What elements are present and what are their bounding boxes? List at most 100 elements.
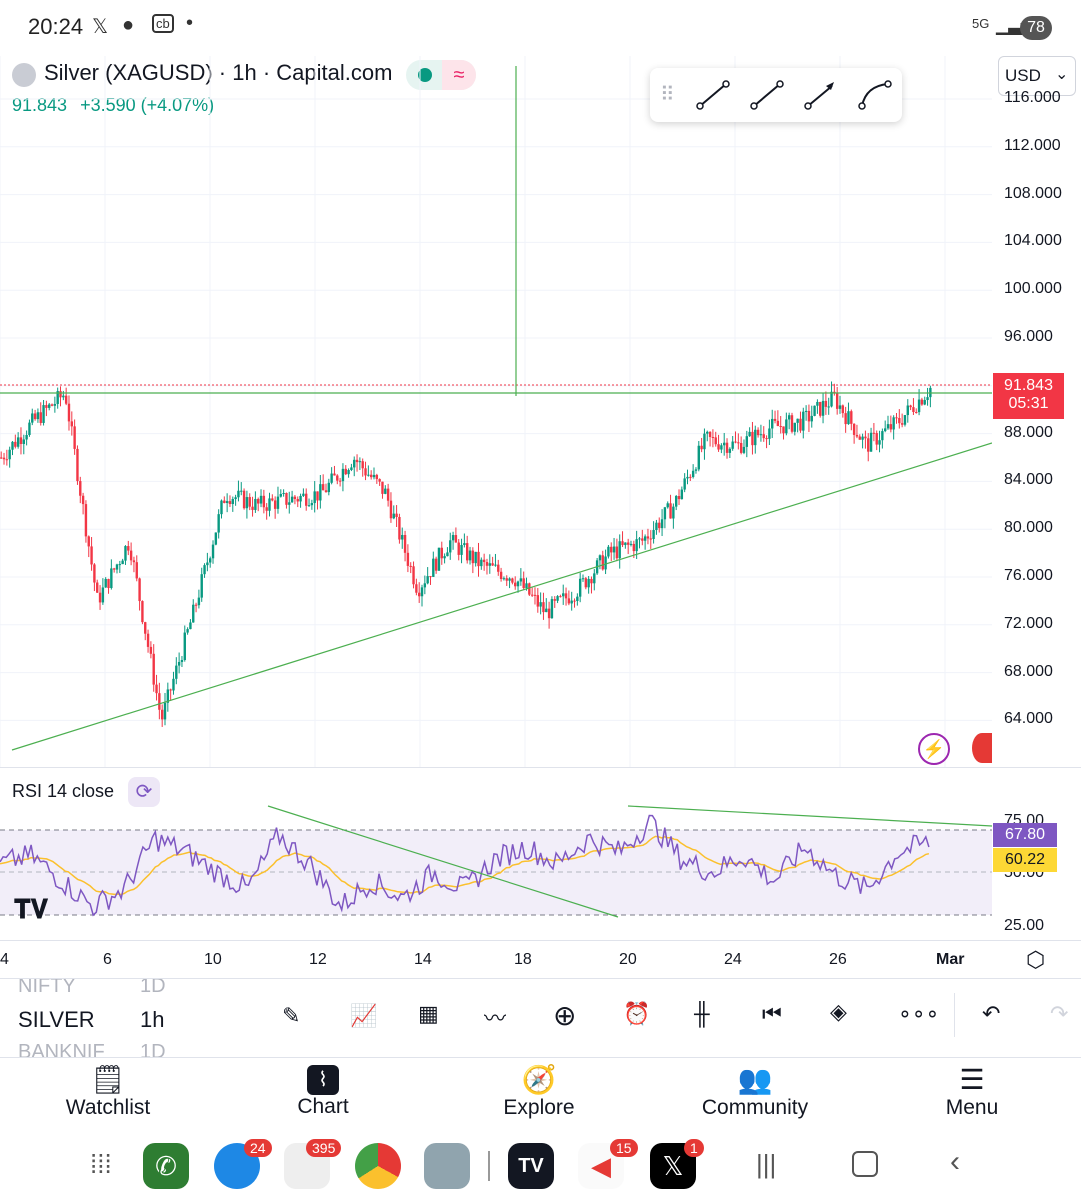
- candle-body: [429, 576, 432, 578]
- arrow-line-icon[interactable]: [804, 78, 838, 112]
- candle-body: [406, 552, 410, 566]
- draw-pencil-icon[interactable]: ✎: [282, 1003, 301, 1028]
- calendar-event-icon[interactable]: [972, 733, 992, 763]
- watchlist-symbol[interactable]: NIFTY: [18, 978, 76, 997]
- replay-icon[interactable]: ⏮: [762, 1001, 782, 1026]
- candle-body: [835, 393, 839, 409]
- candle-body: [813, 405, 816, 416]
- rsi-label[interactable]: RSI 14 close: [12, 781, 115, 801]
- candle-body: [762, 434, 765, 439]
- nav-community[interactable]: 👥 Community: [690, 1063, 820, 1120]
- candle-body: [680, 489, 684, 500]
- rsi-trendline-down[interactable]: [267, 805, 619, 918]
- candle-body: [771, 418, 774, 429]
- candles-icon[interactable]: ╫: [694, 1001, 710, 1026]
- phone-app-icon[interactable]: ✆: [143, 1143, 189, 1189]
- watchlist-symbol[interactable]: SILVER: [18, 1007, 95, 1032]
- candle-body: [152, 653, 155, 685]
- candle-body: [533, 594, 537, 596]
- alarm-icon[interactable]: ⏰: [623, 1001, 651, 1026]
- candle-body: [706, 431, 709, 434]
- nav-explore[interactable]: 🧭 Explore: [489, 1063, 589, 1120]
- candle-body: [564, 593, 568, 599]
- price-chart[interactable]: [0, 56, 992, 768]
- candle-body: [381, 481, 384, 494]
- candle-body: [909, 405, 912, 408]
- candle-body: [341, 468, 345, 482]
- candle-body: [624, 542, 627, 546]
- symbol-title[interactable]: Silver (XAGUSD) · 1h · Capital.com: [44, 60, 393, 85]
- watchlist-symbol[interactable]: BANKNIF: [18, 1041, 105, 1058]
- candle-body: [392, 513, 395, 519]
- candle-body: [491, 563, 494, 566]
- back-icon[interactable]: ‹: [950, 1145, 960, 1178]
- candle-body: [694, 469, 698, 471]
- layers-icon[interactable]: ◈: [830, 999, 847, 1024]
- add-icon[interactable]: ⊕: [553, 1000, 577, 1031]
- parallel-channel-icon[interactable]: [696, 78, 730, 112]
- candle-body: [629, 543, 633, 545]
- watchlist-tf: 1D: [140, 1041, 166, 1058]
- candle-body: [330, 473, 333, 483]
- candle-body: [324, 490, 328, 493]
- price-tick: 104.000: [1004, 232, 1062, 250]
- time-tick: Mar: [936, 951, 965, 968]
- price-tick: 100.000: [1004, 280, 1062, 298]
- camera-app-icon[interactable]: [424, 1143, 470, 1189]
- tradingview-app-icon[interactable]: TV: [508, 1143, 554, 1189]
- rsi-chart[interactable]: [0, 770, 992, 940]
- market-status-pill[interactable]: ≈: [406, 60, 476, 90]
- recents-icon[interactable]: |||: [756, 1149, 777, 1179]
- nav-watchlist[interactable]: 🗒 Watchlist: [58, 1063, 158, 1120]
- candle-body: [73, 426, 76, 449]
- candle-body: [796, 418, 799, 423]
- candle-body: [375, 474, 379, 480]
- trendline-icon[interactable]: [750, 78, 784, 112]
- candle-body: [107, 578, 110, 589]
- settings-icon[interactable]: ⬡: [1026, 947, 1046, 972]
- chrome-app-icon[interactable]: [355, 1143, 401, 1189]
- candle-body: [460, 544, 463, 555]
- app-drawer-icon[interactable]: ⁞⁞⁞: [90, 1149, 112, 1179]
- candle-body: [768, 428, 771, 439]
- candle-body: [703, 433, 706, 450]
- candle-body: [440, 547, 443, 559]
- drag-handle-icon[interactable]: ⠿: [660, 84, 675, 106]
- nav-menu[interactable]: ☰ Menu: [922, 1063, 1022, 1120]
- candle-body: [67, 403, 71, 422]
- candle-body: [180, 659, 184, 662]
- indicators-icon[interactable]: 📈: [350, 1003, 378, 1028]
- candle-body: [883, 428, 887, 432]
- last-price-tag: 91.843 05:31: [993, 373, 1064, 419]
- candle-body: [556, 596, 559, 601]
- candle-body: [658, 522, 661, 529]
- candle-body: [240, 490, 243, 492]
- pane-separator[interactable]: [0, 767, 1081, 768]
- rsi-ma-value-tag: 60.22: [993, 848, 1057, 872]
- candle-body: [847, 411, 850, 425]
- lightning-icon[interactable]: ⚡: [918, 733, 950, 765]
- home-icon[interactable]: [852, 1151, 878, 1177]
- candle-body: [347, 469, 350, 475]
- candle-body: [728, 448, 732, 453]
- community-icon: 👥: [737, 1064, 773, 1095]
- rsi-line: [0, 814, 930, 917]
- time-axis[interactable]: 4 6 10 12 14 18 20 24 26 Mar ⬡: [0, 940, 1081, 979]
- compare-icon[interactable]: 〰: [484, 1006, 507, 1031]
- currency-select[interactable]: USD ⌄: [998, 56, 1076, 96]
- layout-grid-icon[interactable]: ▦: [418, 1001, 439, 1026]
- redo-icon[interactable]: ↷: [1050, 1001, 1069, 1026]
- nav-chart[interactable]: ⌇ Chart: [273, 1063, 373, 1119]
- ascending-trendline[interactable]: [11, 442, 992, 751]
- curve-line-icon[interactable]: [858, 78, 892, 112]
- candle-body: [355, 459, 359, 463]
- candle-body: [641, 538, 644, 541]
- more-icon[interactable]: ∘∘∘: [898, 1001, 940, 1026]
- undo-icon[interactable]: ↶: [982, 1001, 1001, 1026]
- candle-body: [144, 622, 147, 634]
- candle-body: [756, 429, 760, 436]
- price-tick: 64.000: [1004, 710, 1053, 728]
- candle-body: [138, 578, 141, 602]
- rsi-trendline-top[interactable]: [627, 805, 992, 827]
- refresh-icon[interactable]: ⟳: [128, 777, 160, 807]
